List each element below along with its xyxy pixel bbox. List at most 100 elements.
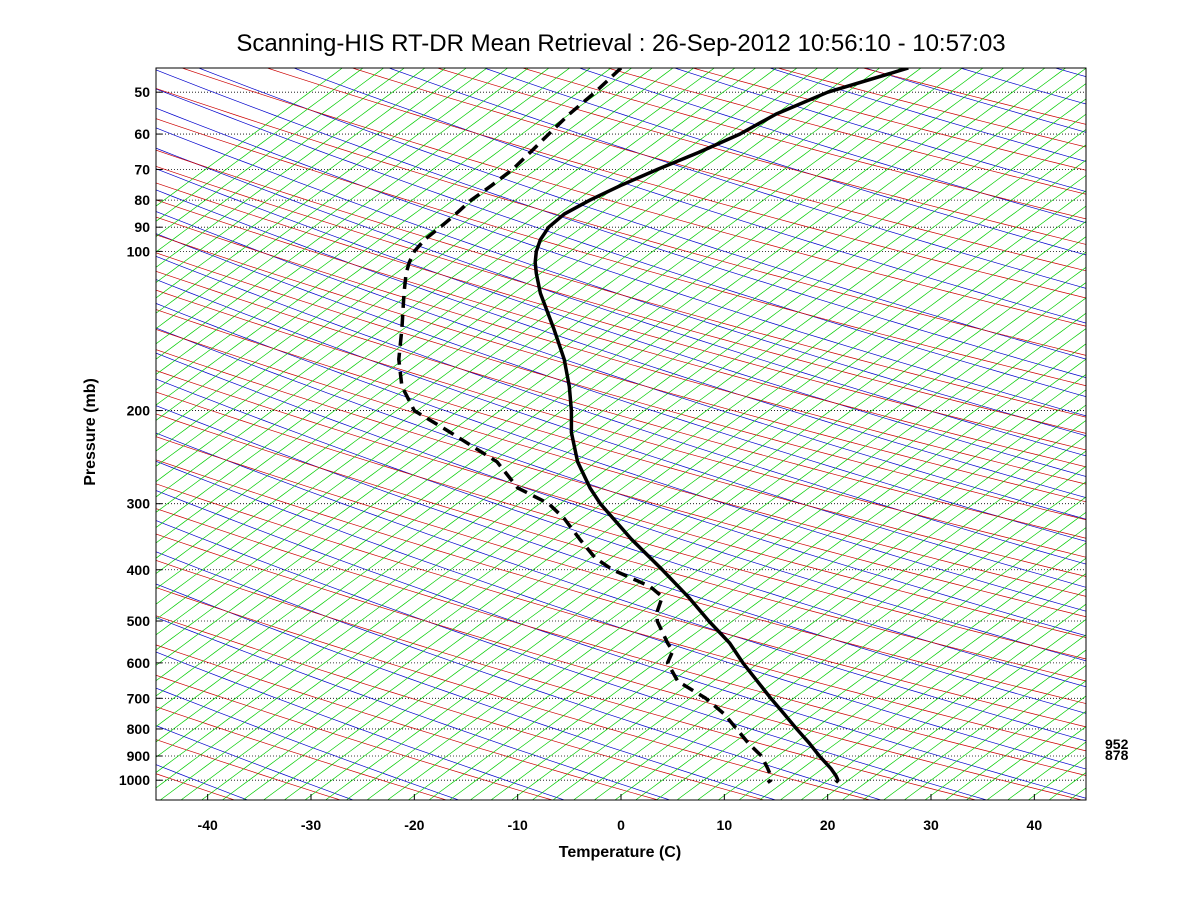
moist-adiabat — [156, 432, 1086, 742]
x-axis-label: Temperature (C) — [559, 844, 681, 861]
isotherm-line — [156, 68, 674, 452]
x-tick-label: -40 — [198, 817, 218, 833]
isotherm-line — [738, 542, 1086, 800]
y-tick-label: 700 — [127, 690, 151, 706]
isotherm-line — [490, 358, 1086, 800]
thermo-background-lines — [156, 68, 1086, 800]
moist-adiabat — [156, 127, 1086, 437]
dry-adiabat — [156, 118, 1086, 387]
dry-adiabat — [156, 329, 1086, 597]
moist-adiabat — [156, 520, 987, 800]
isotherm-line — [780, 573, 1086, 800]
isotherm-line — [156, 68, 880, 605]
dry-adiabat — [156, 644, 659, 800]
y-tick-label: 900 — [127, 748, 151, 764]
dry-adiabat — [156, 436, 1086, 704]
isotherm-line — [635, 465, 1086, 800]
dry-adiabat — [156, 149, 1086, 418]
moist-adiabat — [156, 551, 882, 800]
dry-adiabat — [156, 533, 1082, 800]
isotherm-line — [156, 68, 632, 421]
isotherm-line — [366, 266, 1086, 800]
dry-adiabat — [156, 459, 1086, 728]
isotherm-line — [156, 68, 984, 682]
sounding-profiles — [397, 68, 909, 784]
isotherm-line — [156, 68, 963, 666]
isotherm-line — [408, 297, 1086, 800]
y-tick-label: 600 — [127, 655, 151, 671]
x-tick-label: -30 — [301, 817, 321, 833]
isotherm-line — [449, 328, 1086, 800]
moist-adiabat — [674, 68, 1086, 192]
moist-adiabat — [156, 303, 1086, 612]
isotherm-line — [156, 68, 860, 590]
y-tick-label: 400 — [127, 562, 151, 578]
isotherm-line — [156, 68, 550, 360]
isotherm-line — [614, 450, 1086, 800]
y-axis-ticks: 50 60 70 80 90 100 200 300 400 500 600 700 800 900 100… — [119, 84, 162, 788]
y-tick-label: 50 — [134, 84, 150, 100]
moist-adiabat — [156, 651, 565, 800]
isotherm-line — [718, 527, 1086, 800]
moist-adiabat — [156, 255, 1086, 565]
dry-adiabat — [607, 68, 1086, 195]
dry-adiabat — [156, 587, 870, 800]
y-axis-label: Pressure (mb) — [82, 378, 99, 486]
isotherm-line — [156, 68, 1086, 758]
isotherm-line — [862, 634, 1086, 800]
dry-adiabat — [181, 68, 1086, 327]
isotherm-line — [325, 236, 1086, 800]
isotherm-line — [242, 174, 1086, 800]
dry-adiabat — [352, 68, 1086, 272]
chart-title: Scanning-HIS RT-DR Mean Retrieval : 26-S… — [236, 30, 1005, 57]
isotherm-line — [156, 68, 798, 544]
isotherm-line — [180, 129, 1086, 800]
y-tick-label: 100 — [127, 243, 151, 259]
dry-adiabat — [156, 216, 1086, 485]
moist-adiabat — [579, 68, 1086, 224]
isotherm-line — [160, 113, 1086, 800]
x-tick-label: 0 — [617, 817, 625, 833]
isotherm-line — [156, 68, 715, 483]
moist-adiabat — [156, 168, 1086, 477]
dry-adiabat — [156, 165, 1086, 434]
moist-adiabat — [293, 68, 1086, 324]
isotherm-line — [676, 496, 1086, 800]
isotherm-line — [156, 68, 529, 345]
y-tick-label: 1000 — [119, 772, 150, 788]
moist-adiabat — [156, 583, 776, 800]
y-tick-label: 80 — [134, 192, 150, 208]
isotherm-line — [156, 68, 467, 299]
dry-adiabat — [156, 615, 765, 800]
isotherm-line — [156, 68, 364, 222]
x-tick-label: -10 — [508, 817, 528, 833]
isotherm-line — [156, 68, 756, 513]
isotherm-line — [201, 144, 1086, 800]
moist-adiabat — [388, 68, 1086, 289]
y-tick-label: 200 — [127, 403, 151, 419]
annotation-952: 952 — [1105, 736, 1129, 752]
dry-adiabat — [156, 309, 1086, 577]
dry-adiabat — [156, 560, 976, 800]
dry-adiabat — [156, 349, 1086, 618]
isotherm-line — [156, 68, 1004, 697]
y-tick-label: 90 — [134, 219, 150, 235]
moist-adiabat — [156, 279, 1086, 588]
isotherm-line — [156, 68, 1025, 712]
isotherm-line — [156, 68, 694, 467]
isotherm-line — [156, 68, 818, 559]
moist-adiabat — [156, 233, 1086, 542]
isotherm-line — [156, 68, 922, 636]
isotherm-line — [697, 511, 1086, 800]
dry-adiabat — [156, 483, 1086, 752]
y-tick-label: 70 — [134, 161, 150, 177]
isotherm-line — [304, 220, 1086, 800]
dry-adiabat — [156, 270, 1086, 539]
isotherm-line — [552, 404, 1086, 800]
dewpoint-profile — [397, 68, 773, 784]
x-tick-label: 10 — [717, 817, 733, 833]
isotherm-line — [759, 557, 1086, 800]
dry-adiabat — [437, 68, 1086, 245]
x-axis-ticks: -40 -30 -20 -10 0 10 20 30 40 — [198, 794, 1042, 833]
